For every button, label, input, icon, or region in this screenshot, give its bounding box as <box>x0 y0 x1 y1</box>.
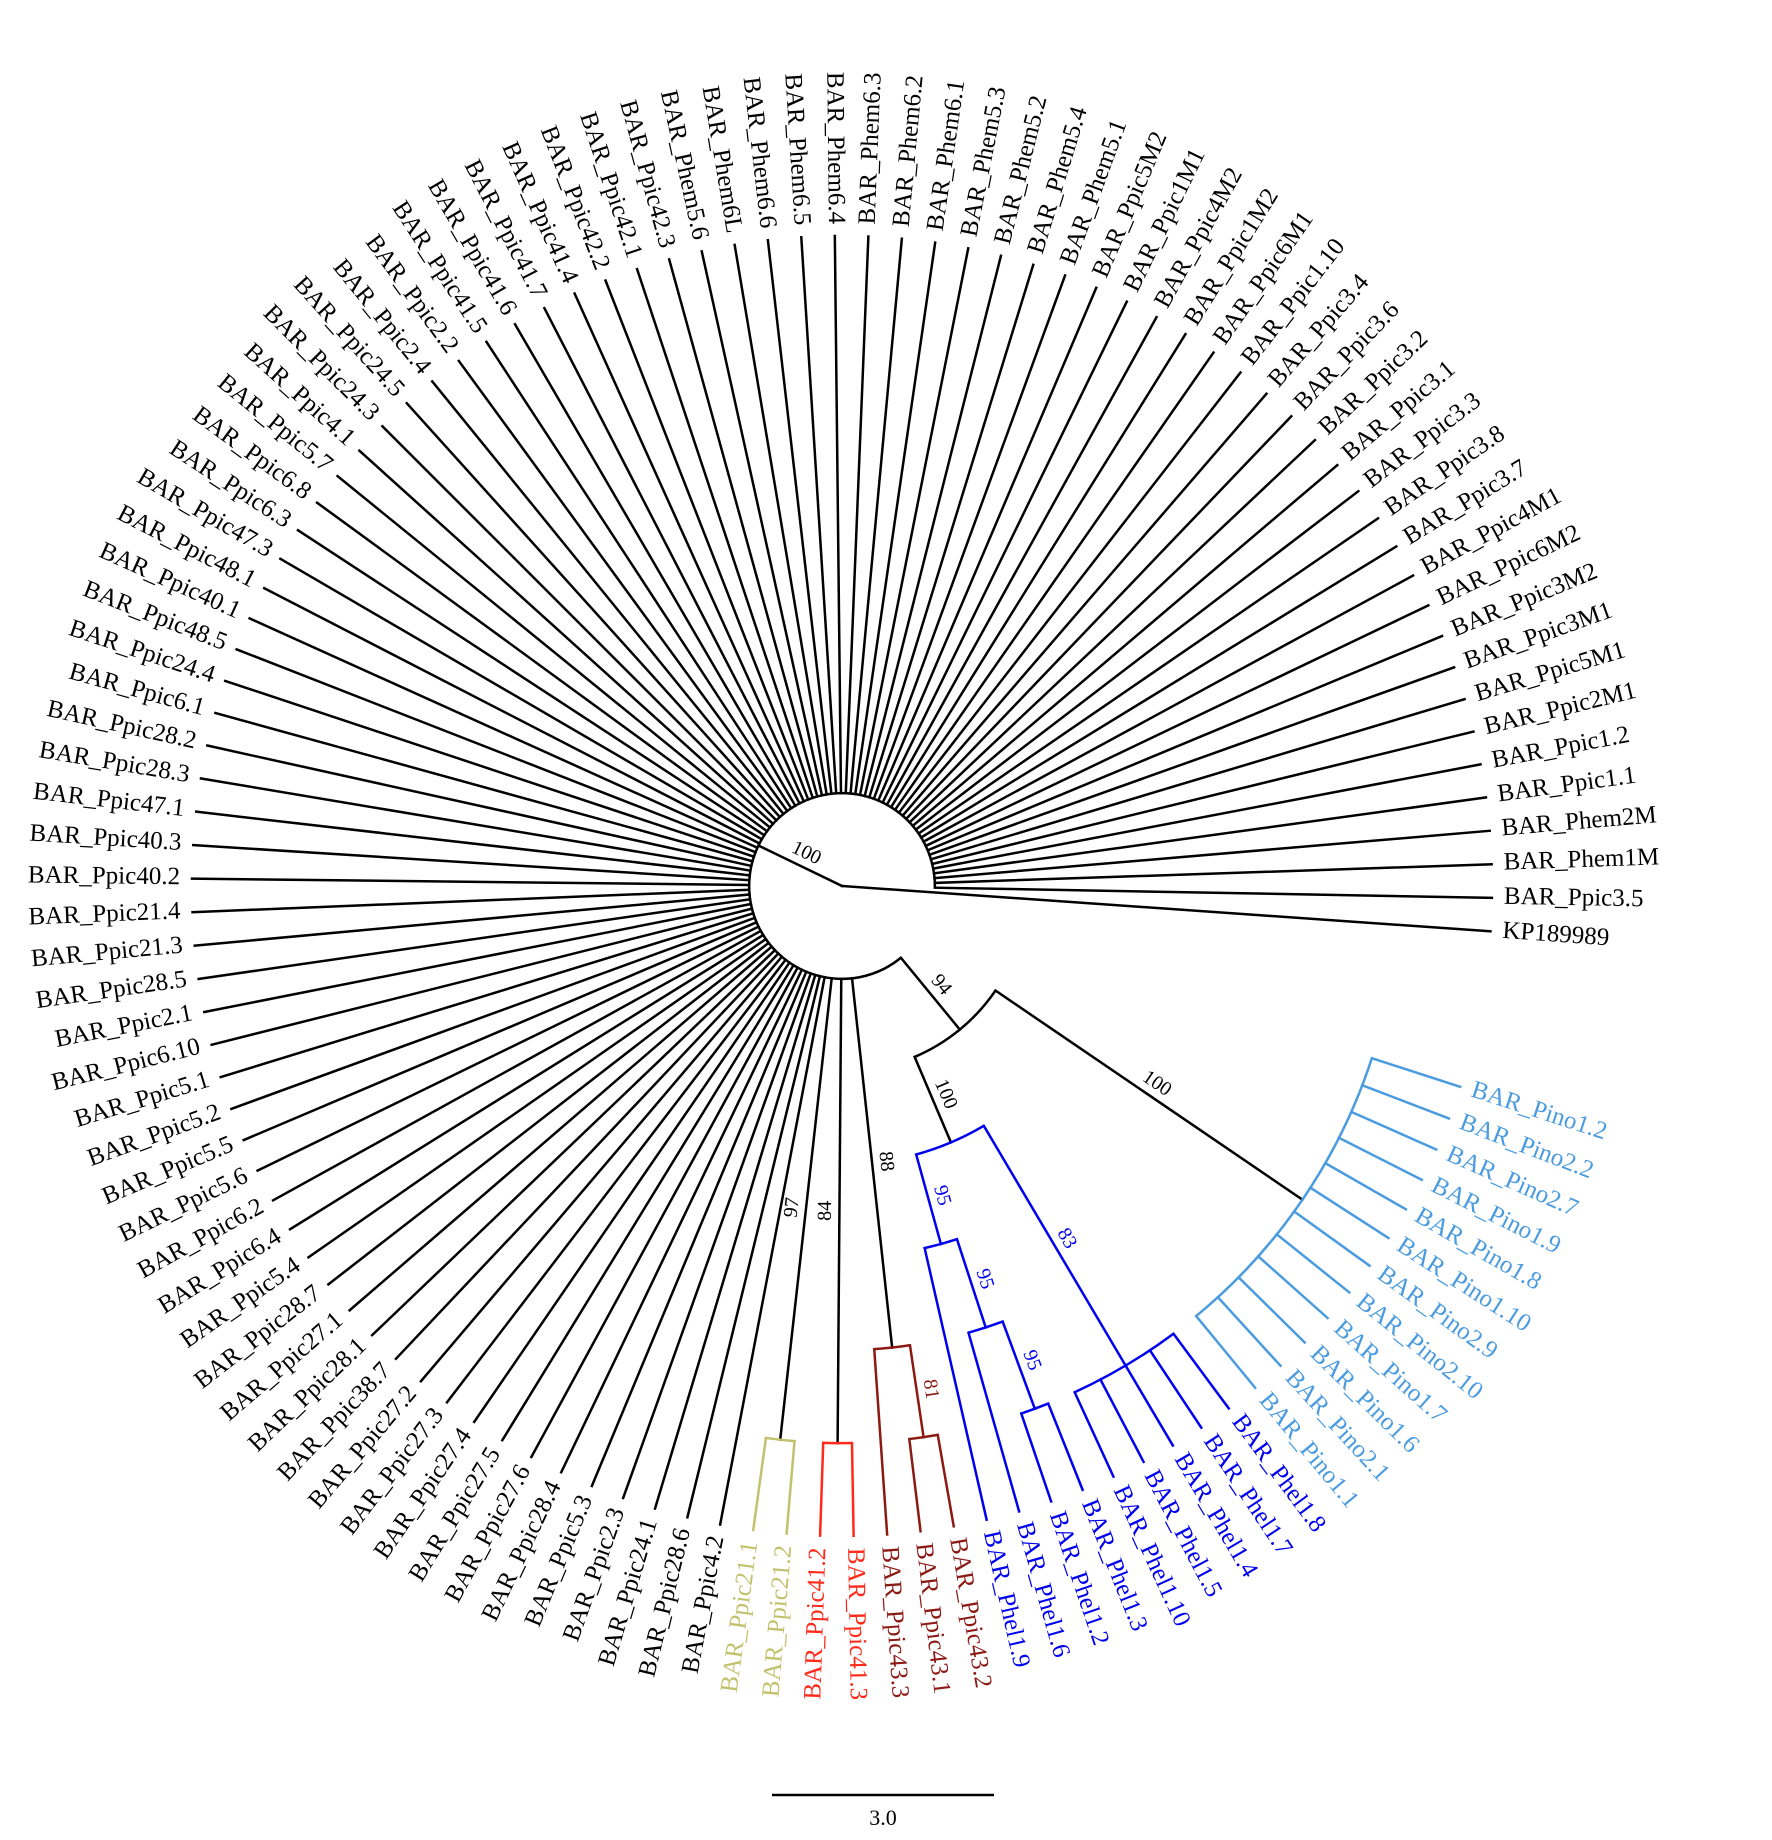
branch <box>938 1435 954 1526</box>
branch <box>606 281 809 800</box>
branch <box>1351 1112 1436 1150</box>
leaf-label: BAR_Ppic40.2 <box>28 862 180 891</box>
leaf-label: BAR_Phem6.5 <box>779 73 815 227</box>
branch <box>225 681 754 857</box>
branch <box>931 699 1465 859</box>
branch <box>926 605 1429 845</box>
branch <box>592 972 806 1486</box>
branch <box>787 1441 795 1534</box>
support-label: 100 <box>788 836 825 869</box>
branch <box>258 927 759 1171</box>
leaf-label: BAR_Phem2M <box>1500 801 1657 841</box>
leaf-label: BAR_Ppic43.3 <box>876 1545 914 1699</box>
support-label: 88 <box>874 1150 898 1172</box>
branch <box>687 976 820 1517</box>
leaf-label: BAR_Phem1M <box>1503 843 1659 875</box>
branch <box>935 888 1492 898</box>
branch <box>935 864 1492 883</box>
branch <box>192 879 749 885</box>
branch <box>835 236 841 793</box>
branch <box>196 812 749 876</box>
branch <box>753 1438 766 1530</box>
branch <box>901 958 960 1030</box>
branch <box>934 797 1486 873</box>
branch <box>838 979 842 1443</box>
leaf-label: KP189989 <box>1502 917 1611 951</box>
branch <box>193 845 749 880</box>
branch <box>1100 1380 1143 1462</box>
leaf-label: BAR_Ppic21.3 <box>30 932 184 973</box>
leaf-label: BAR_Ppic40.3 <box>29 820 183 857</box>
branch <box>544 308 799 803</box>
branch <box>244 922 757 1140</box>
support-label: 100 <box>1138 1066 1175 1101</box>
branch <box>801 237 836 793</box>
branch <box>237 649 756 852</box>
branch <box>735 245 827 794</box>
branch <box>928 636 1442 850</box>
branch <box>212 909 752 1045</box>
branch <box>575 294 804 802</box>
branch <box>995 991 1302 1200</box>
branch <box>1325 1163 1406 1209</box>
branch <box>1239 1277 1305 1342</box>
branch <box>655 975 815 1509</box>
leaf-label: BAR_Ppic41.3 <box>842 1548 872 1701</box>
leaf-label: BAR_Ppic47.1 <box>32 778 186 822</box>
leaf-label: BAR_Ppic3.5 <box>1504 883 1644 913</box>
branch <box>1339 1138 1422 1180</box>
branch <box>768 240 832 794</box>
leaf-label: BAR_Ppic21.2 <box>757 1544 797 1698</box>
branch <box>887 317 1157 805</box>
branch <box>1075 1392 1114 1476</box>
branch <box>702 251 822 795</box>
branch <box>1126 1366 1173 1446</box>
support-label: 81 <box>919 1378 944 1401</box>
leaf-label: BAR_Phem6.4 <box>821 72 850 225</box>
branch <box>852 1443 854 1536</box>
support-label: 95 <box>971 1266 998 1292</box>
branch <box>1021 1414 1051 1502</box>
support-label: 95 <box>929 1183 956 1208</box>
branch <box>909 1439 920 1531</box>
branch <box>820 1443 823 1536</box>
branch <box>250 618 758 847</box>
leaf-label: BAR_Phem6.2 <box>888 74 929 228</box>
branch <box>1372 1058 1460 1087</box>
branch <box>637 269 813 798</box>
leaf-label: BAR_Phem6.3 <box>854 72 887 225</box>
leaf-label: BAR_Ppic21.4 <box>28 897 182 930</box>
branch <box>874 1349 887 1534</box>
branch <box>878 288 1096 801</box>
branch <box>207 746 751 866</box>
scale-bar-label: 3.0 <box>869 1805 897 1830</box>
branch <box>264 588 759 843</box>
branch <box>193 890 750 912</box>
branch <box>883 302 1127 803</box>
branch <box>969 1333 1020 1512</box>
support-label: 97 <box>780 1196 804 1218</box>
branch <box>1048 1404 1082 1490</box>
branch <box>932 732 1473 864</box>
branch <box>201 778 750 870</box>
branch <box>935 831 1490 878</box>
branch <box>561 970 802 1472</box>
branch <box>865 256 1001 796</box>
branch <box>1362 1085 1449 1118</box>
support-label: 84 <box>814 1201 836 1221</box>
support-label: 95 <box>1018 1347 1046 1373</box>
leaf-label: BAR_Ppic41.2 <box>799 1547 831 1700</box>
